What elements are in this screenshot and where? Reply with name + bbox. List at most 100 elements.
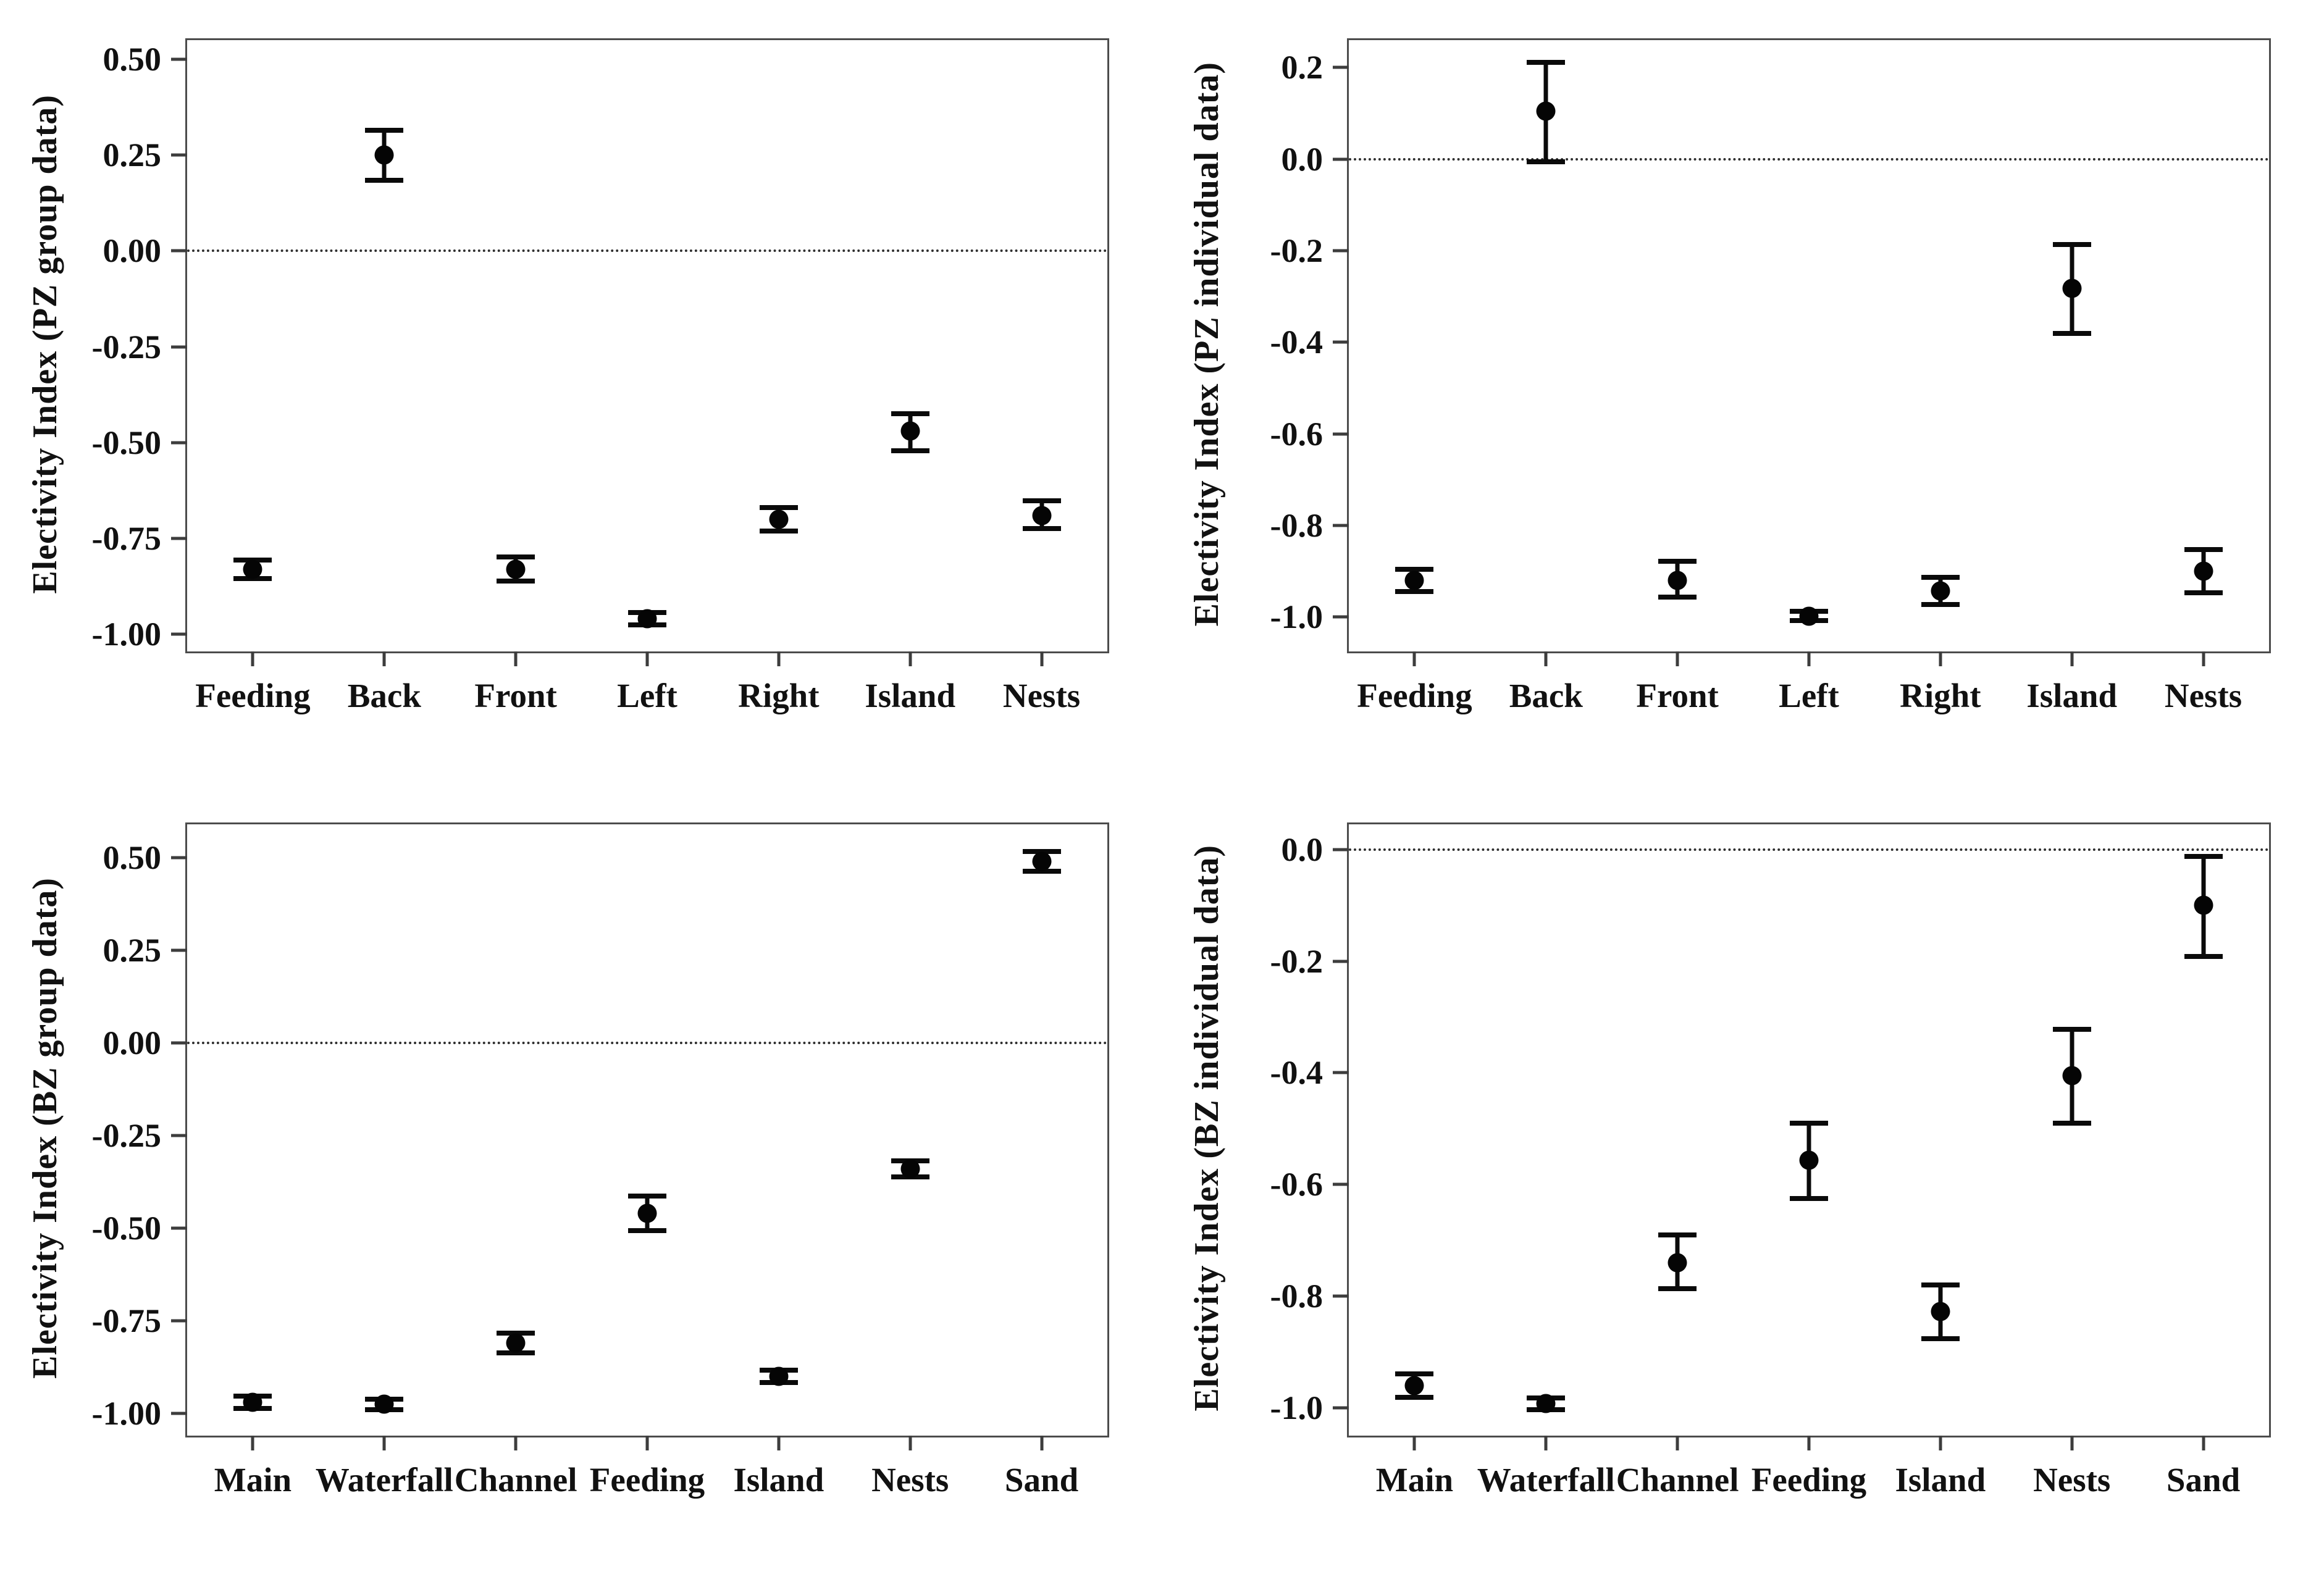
error-bar-cap-top (1395, 567, 1434, 572)
x-axis-tick (2202, 651, 2205, 666)
error-bar-cap-top (891, 411, 929, 416)
data-point (1032, 506, 1052, 525)
x-axis-tick-label: Nests (2164, 677, 2242, 714)
data-point (1931, 581, 1950, 601)
error-bar-cap-bottom (1527, 159, 1566, 164)
y-axis-label-wrap: Electivity Index (BZ group data) (17, 822, 73, 1434)
x-axis-tick (1040, 651, 1044, 666)
y-axis-tick-label: -0.25 (91, 1117, 161, 1154)
panel-bz-individual-data: Electivity Index (BZ individual data) 0.… (1162, 784, 2324, 1569)
x-axis-tick-label: Nests (2033, 1461, 2111, 1499)
error-bar-cap-bottom (759, 529, 798, 534)
x-axis-tick-label: Waterfall (315, 1461, 453, 1499)
x-axis-tick (2202, 1436, 2205, 1450)
x-axis-tick (1676, 651, 1679, 666)
error-bar-cap-bottom (628, 1228, 666, 1233)
x-axis-tick-label: Right (738, 677, 820, 714)
x-axis-tick (251, 651, 254, 666)
y-axis-tick (1333, 1406, 1349, 1410)
error-bar-cap-top (759, 504, 798, 510)
y-axis-tick-label: 0.25 (103, 932, 162, 969)
error-bar-cap-bottom (233, 576, 272, 582)
y-axis-tick-label: -0.2 (1270, 942, 1323, 980)
error-bar-cap-bottom (1658, 1286, 1697, 1292)
y-axis-tick-label: -1.0 (1270, 598, 1323, 636)
x-axis-tick (777, 651, 781, 666)
data-point (2194, 561, 2213, 581)
x-axis-tick (1040, 1436, 1044, 1450)
y-axis-tick-label: 0.2 (1281, 49, 1324, 86)
y-axis-tick (171, 948, 187, 952)
x-axis-tick (382, 1436, 386, 1450)
x-axis-tick (777, 1436, 781, 1450)
data-point (900, 421, 920, 441)
y-axis-tick (171, 856, 187, 860)
y-axis-tick-label: -0.4 (1270, 324, 1323, 361)
x-axis-tick-label: Nests (1002, 677, 1081, 714)
panel-pz-group-data: Electivity Index (PZ group data) 0.50 0.2… (0, 0, 1162, 784)
data-point (1536, 101, 1556, 121)
y-axis-tick-label: -0.25 (91, 328, 161, 366)
x-axis-tick-label: Back (347, 677, 421, 714)
y-axis-tick-label: -0.75 (91, 1302, 161, 1339)
error-bar-cap-top (1395, 1371, 1434, 1376)
x-axis-tick-label: Front (1636, 677, 1719, 714)
x-axis-tick-label: Front (474, 677, 557, 714)
y-axis-tick-label: -0.6 (1270, 415, 1323, 453)
y-axis-tick (1333, 65, 1349, 69)
error-bar-cap-bottom (1395, 1394, 1434, 1400)
y-axis-tick-label: -0.4 (1270, 1054, 1323, 1092)
x-axis-tick-label: Island (733, 1461, 824, 1499)
y-axis-tick (1333, 432, 1349, 436)
x-axis-tick-label: Sand (2166, 1461, 2241, 1499)
x-axis-tick-label: Left (617, 677, 677, 714)
y-axis-tick-label: -0.2 (1270, 232, 1323, 270)
error-bar-cap-bottom (2184, 954, 2223, 960)
y-axis-tick-label: 0.0 (1281, 831, 1324, 868)
x-axis-tick (1676, 1436, 1679, 1450)
y-axis-tick-label: -0.50 (91, 1210, 161, 1247)
error-bar-cap-top (1658, 1232, 1697, 1237)
y-axis-tick (1333, 960, 1349, 963)
y-axis-tick-label: -0.75 (91, 519, 161, 557)
y-axis-tick (171, 1412, 187, 1415)
x-axis-tick (514, 651, 518, 666)
error-bar-cap-top (497, 554, 535, 559)
x-axis-tick (514, 1436, 518, 1450)
error-bar-cap-bottom (1790, 1195, 1828, 1201)
y-axis-tick (1333, 249, 1349, 253)
panel-bz-group-data: Electivity Index (BZ group data) 0.50 0.2… (0, 784, 1162, 1569)
x-axis-tick (645, 651, 649, 666)
y-axis-tick-label: 0.25 (103, 136, 162, 174)
y-axis-tick-label: 0.0 (1281, 140, 1324, 178)
y-axis-label: Electivity Index (PZ individual data) (1188, 61, 1226, 627)
plot-area: 0.0 -0.2 -0.4 -0.6 -0.8 -1.0 Main Waterfall Chan… (1270, 822, 2271, 1497)
error-bar-cap-bottom (2052, 1120, 2091, 1126)
data-point (243, 559, 262, 579)
y-axis-label-wrap: Electivity Index (PZ group data) (17, 38, 73, 650)
y-axis-tick-label: -0.50 (91, 424, 161, 461)
y-axis-tick-label: -1.0 (1270, 1389, 1323, 1426)
x-axis-tick (2070, 1436, 2074, 1450)
y-axis-tick (1333, 1071, 1349, 1074)
x-axis-tick (645, 1436, 649, 1450)
y-axis-tick-label: -0.6 (1270, 1166, 1323, 1203)
error-bar-cap-bottom (1022, 525, 1061, 531)
error-bar-cap-bottom (1395, 588, 1434, 594)
y-axis-tick-label: -0.8 (1270, 1277, 1323, 1315)
error-bar-cap-bottom (2184, 590, 2223, 596)
y-axis-label-wrap: Electivity Index (PZ individual data) (1179, 38, 1235, 650)
data-point (374, 1394, 394, 1414)
data-point (900, 1159, 920, 1179)
error-bar-cap-top (1658, 558, 1697, 564)
y-axis-tick-label: -0.8 (1270, 507, 1323, 545)
data-point (637, 1203, 657, 1223)
error-bar-cap-top (1921, 574, 1960, 580)
error-bar-cap-bottom (497, 579, 535, 584)
data-point (2194, 895, 2213, 915)
error-bar-cap-top (1790, 1120, 1828, 1126)
error-bar-cap-top (2184, 854, 2223, 860)
data-point (374, 145, 394, 165)
x-axis-tick-label: Left (1779, 677, 1839, 714)
y-axis-tick (171, 1041, 187, 1045)
